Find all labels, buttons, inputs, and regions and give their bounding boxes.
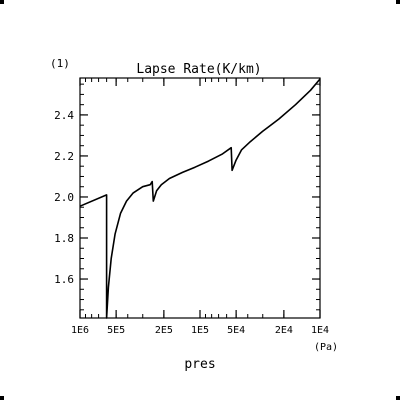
y-tick-label: 2.0 <box>54 191 74 204</box>
x-tick-label: 1E4 <box>311 325 329 336</box>
x-tick-label: 5E4 <box>227 325 245 336</box>
x-tick-label: 5E5 <box>107 325 125 336</box>
panel-label: (1) <box>50 57 70 70</box>
corner-mark-bottom-left <box>0 396 4 400</box>
corner-mark-top-left <box>0 0 4 4</box>
x-tick-label: 1E5 <box>191 325 209 336</box>
chart-title: Lapse Rate(K/km) <box>136 62 261 77</box>
y-tick-label: 2.2 <box>54 150 74 163</box>
y-axis-ticks: 1.6 1.8 2.0 2.2 2.4 <box>54 83 320 311</box>
y-tick-label: 1.8 <box>54 232 74 245</box>
corner-mark-bottom-right <box>396 396 400 400</box>
corner-mark-top-right <box>396 0 400 4</box>
x-axis-label: pres <box>184 357 215 372</box>
x-axis-unit: (Pa) <box>314 342 338 353</box>
y-tick-label: 2.4 <box>54 109 74 122</box>
x-tick-label: 1E6 <box>71 325 89 336</box>
x-axis-ticks: 1E6 5E5 2E5 1E5 5E4 2E4 1E4 <box>71 78 329 336</box>
y-tick-label: 1.6 <box>54 273 74 286</box>
series-line <box>79 78 321 319</box>
x-tick-label: 2E5 <box>155 325 173 336</box>
x-tick-label: 2E4 <box>275 325 293 336</box>
